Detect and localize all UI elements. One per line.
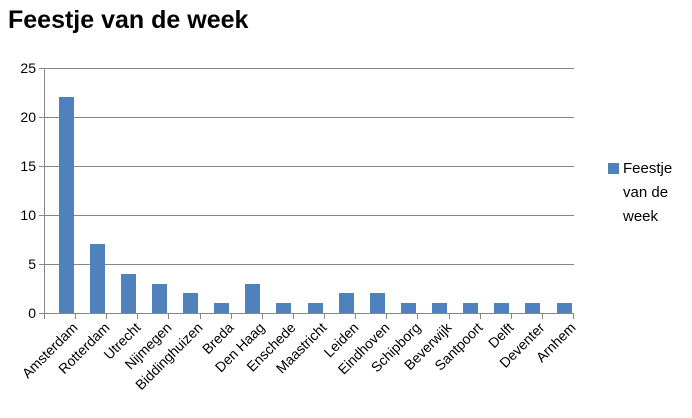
y-axis-label-20: 20: [20, 109, 36, 125]
x-axis-tick: [168, 314, 169, 319]
x-axis-tick: [75, 314, 76, 319]
gridline-5: [45, 264, 574, 265]
y-axis-tick-20: [39, 117, 44, 118]
y-axis-label-0: 0: [28, 305, 36, 321]
plot-area: [44, 68, 574, 314]
x-axis-tick: [200, 314, 201, 319]
x-axis-tick: [324, 314, 325, 319]
x-axis-tick: [262, 314, 263, 319]
y-axis-label-15: 15: [20, 158, 36, 174]
legend: Feestje van de week: [608, 157, 684, 229]
y-axis-label-10: 10: [20, 207, 36, 223]
bar-amsterdam: [58, 97, 74, 313]
gridline-10: [45, 215, 574, 216]
bar-leiden: [338, 293, 354, 313]
bar-santpoort: [463, 303, 479, 313]
x-axis-tick: [417, 314, 418, 319]
bar-breda: [214, 303, 230, 313]
legend-color-swatch: [608, 163, 619, 174]
x-axis-tick: [44, 314, 45, 319]
gridline-25: [45, 68, 574, 69]
bar-biddinghuizen: [183, 293, 199, 313]
legend-label: Feestje van de week: [623, 160, 673, 225]
x-axis-tick: [449, 314, 450, 319]
bar-deventer: [525, 303, 541, 313]
y-axis-tick-5: [39, 264, 44, 265]
y-axis-label-5: 5: [28, 256, 36, 272]
bar-beverwijk: [432, 303, 448, 313]
bar-den-haag: [245, 284, 261, 313]
bar-enschede: [276, 303, 292, 313]
x-axis-tick: [573, 314, 574, 319]
bar-utrecht: [120, 274, 136, 313]
x-axis-tick: [355, 314, 356, 319]
bar-eindhoven: [369, 293, 385, 313]
y-axis-tick-15: [39, 166, 44, 167]
y-axis-label-25: 25: [20, 60, 36, 76]
bar-delft: [494, 303, 510, 313]
y-axis-tick-25: [39, 68, 44, 69]
x-axis-tick: [511, 314, 512, 319]
bar-schipborg: [400, 303, 416, 313]
y-axis-tick-10: [39, 215, 44, 216]
gridline-15: [45, 166, 574, 167]
x-axis-tick: [137, 314, 138, 319]
bar-arnhem: [556, 303, 572, 313]
bar-nijmegen: [152, 284, 167, 313]
x-axis-tick: [542, 314, 543, 319]
x-axis-tick: [480, 314, 481, 319]
x-axis-tick: [293, 314, 294, 319]
gridline-20: [45, 117, 574, 118]
x-axis-tick: [386, 314, 387, 319]
x-axis-tick: [231, 314, 232, 319]
y-axis-tick-0: [39, 313, 44, 314]
bar-maastricht: [307, 303, 323, 313]
x-axis-tick: [106, 314, 107, 319]
bar-rotterdam: [89, 244, 105, 313]
chart-title: Feestje van de week: [8, 6, 249, 34]
